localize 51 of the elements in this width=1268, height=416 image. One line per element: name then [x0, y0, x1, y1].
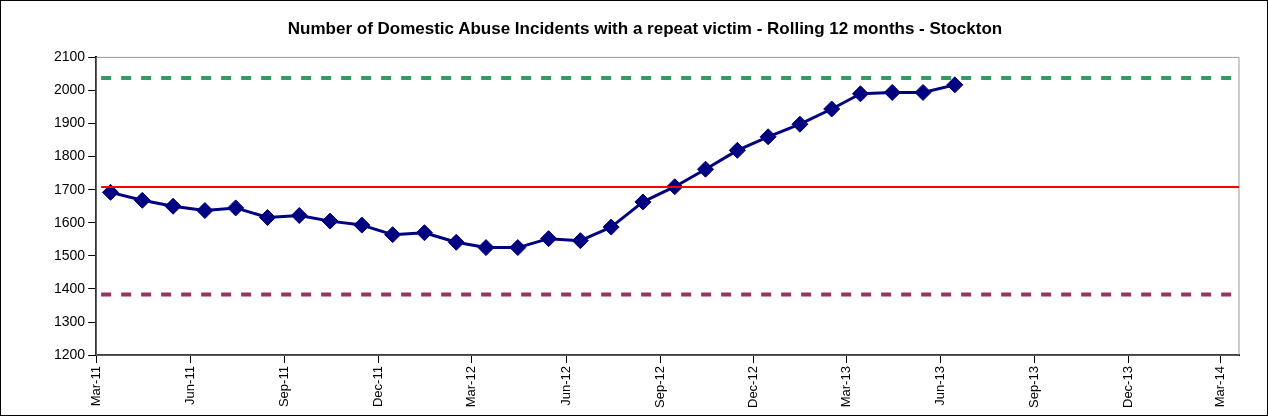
x-tick-label: Sep-12 [651, 366, 667, 408]
point [102, 183, 120, 201]
y-tick-label: 2100 [53, 48, 86, 65]
x-tick-label: Sep-13 [1026, 366, 1042, 408]
point [946, 76, 964, 94]
point [164, 197, 182, 215]
point [602, 218, 620, 236]
point [791, 115, 809, 133]
point [759, 128, 777, 146]
point [290, 207, 308, 224]
y-tick-label: 1900 [53, 114, 86, 131]
x-tick-label: Jun-13 [932, 366, 948, 406]
x-tick-label: Jun-12 [557, 366, 573, 406]
point [415, 224, 433, 242]
y-tick-label: 1200 [53, 345, 86, 362]
point [823, 100, 841, 118]
y-tick-label: 1500 [53, 246, 86, 263]
point [353, 216, 371, 234]
x-tick-label: Mar-12 [463, 366, 479, 408]
y-tick-label: 1800 [53, 147, 86, 164]
y-tick-label: 1300 [53, 312, 86, 329]
point [571, 232, 589, 250]
point [227, 199, 245, 217]
x-tick-label: Jun-11 [182, 366, 198, 405]
y-tick-label: 1400 [53, 279, 86, 296]
point [447, 233, 465, 251]
y-tick-label: 2000 [53, 81, 86, 98]
point [697, 160, 715, 178]
point [634, 193, 652, 211]
point [851, 85, 869, 103]
chart-title: Number of Domestic Abuse Incidents with a repeat victim - Rolling 12 months - Stockton [287, 18, 1003, 38]
point [321, 212, 339, 230]
point [133, 191, 151, 209]
point [509, 239, 527, 257]
x-tick-label: Mar-11 [87, 366, 103, 407]
point [477, 239, 495, 257]
point [384, 226, 402, 244]
point [540, 230, 558, 248]
x-tick-label: Dec-12 [745, 366, 761, 408]
point [883, 83, 901, 101]
point [258, 208, 276, 226]
y-tick-label: 1700 [53, 180, 86, 197]
point [196, 202, 214, 220]
x-tick-label: Sep-11 [276, 366, 292, 408]
x-tick-label: Dec-13 [1119, 366, 1135, 408]
y-tick-label: 1600 [53, 213, 86, 230]
point [914, 83, 932, 101]
x-tick-label: Mar-14 [1212, 366, 1228, 408]
x-tick-label: Dec-11 [369, 366, 385, 408]
x-tick-label: Mar-13 [837, 366, 853, 408]
point [728, 141, 746, 159]
